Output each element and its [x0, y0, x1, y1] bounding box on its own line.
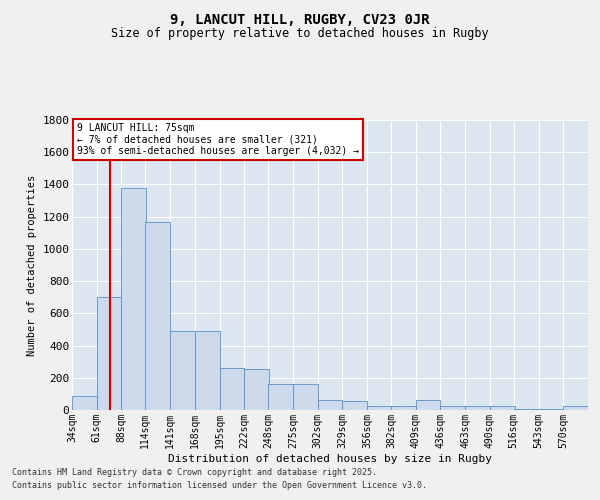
- Bar: [539, 408, 563, 410]
- Bar: [145, 222, 170, 410]
- Bar: [220, 368, 244, 410]
- Bar: [121, 188, 146, 410]
- Bar: [391, 406, 416, 410]
- Bar: [440, 406, 465, 410]
- Bar: [563, 406, 588, 410]
- Bar: [293, 384, 317, 410]
- Bar: [490, 406, 515, 410]
- Text: 9 LANCUT HILL: 75sqm
← 7% of detached houses are smaller (321)
93% of semi-detac: 9 LANCUT HILL: 75sqm ← 7% of detached ho…: [77, 123, 359, 156]
- Bar: [195, 331, 220, 410]
- Bar: [97, 297, 121, 410]
- X-axis label: Distribution of detached houses by size in Rugby: Distribution of detached houses by size …: [168, 454, 492, 464]
- Bar: [170, 331, 195, 410]
- Bar: [416, 400, 440, 410]
- Y-axis label: Number of detached properties: Number of detached properties: [26, 174, 37, 356]
- Bar: [244, 369, 269, 410]
- Text: Size of property relative to detached houses in Rugby: Size of property relative to detached ho…: [111, 28, 489, 40]
- Bar: [317, 400, 343, 410]
- Bar: [367, 406, 392, 410]
- Bar: [514, 408, 539, 410]
- Text: 9, LANCUT HILL, RUGBY, CV23 0JR: 9, LANCUT HILL, RUGBY, CV23 0JR: [170, 12, 430, 26]
- Text: Contains public sector information licensed under the Open Government Licence v3: Contains public sector information licen…: [12, 480, 427, 490]
- Bar: [343, 401, 367, 410]
- Bar: [465, 406, 490, 410]
- Text: Contains HM Land Registry data © Crown copyright and database right 2025.: Contains HM Land Registry data © Crown c…: [12, 468, 377, 477]
- Bar: [72, 396, 97, 410]
- Bar: [268, 384, 293, 410]
